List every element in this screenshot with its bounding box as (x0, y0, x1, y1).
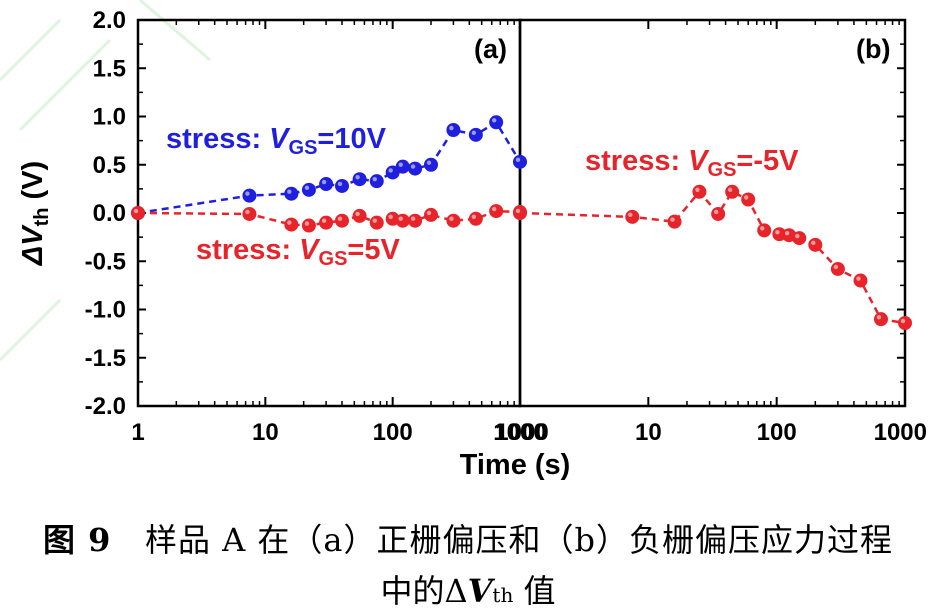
data-point (319, 215, 334, 230)
chart-figure: 2.0 1.5 1.0 0.5 0.0 -0.5 -1.0 -1.5 -2.01 10 100 100… (0, 0, 927, 481)
data-point (242, 188, 257, 203)
data-point (408, 161, 423, 176)
y-tick-label: -2.0 (85, 393, 126, 420)
data-point (131, 206, 145, 220)
data-point (352, 208, 367, 223)
y-tick-label: -1.0 (85, 297, 126, 324)
data-point (352, 172, 367, 187)
data-point (446, 213, 461, 228)
caption-vth-sub: th (492, 583, 514, 607)
data-point (301, 218, 316, 233)
series-label-vgs5: stress: VGS=5V (196, 234, 400, 270)
data-point (513, 154, 527, 169)
x-tick-label: 10 (635, 419, 662, 446)
x-tick-label: 1 (131, 419, 144, 446)
data-point (369, 174, 384, 189)
data-point (489, 204, 504, 219)
series-line (137, 120, 522, 215)
data-point (423, 157, 438, 172)
data-point (468, 127, 483, 142)
x-axis-title: Time (s) (460, 449, 571, 481)
series-line (519, 189, 906, 325)
caption-line2-prefix: 中的Δ (380, 572, 468, 610)
data-point (242, 206, 257, 221)
data-point (692, 184, 707, 199)
data-point (284, 217, 299, 232)
x-tick-label: 1000 (493, 419, 546, 446)
panel-a-frame (136, 18, 522, 408)
caption-text: 样品 A 在（a）正栅偏压和（b）负栅偏压应力过程 (144, 521, 893, 559)
data-point (808, 237, 823, 252)
panel-a-tag: (a) (474, 34, 507, 64)
data-point (446, 123, 461, 138)
data-point (319, 177, 334, 192)
data-point (395, 159, 410, 174)
data-point (898, 316, 912, 331)
data-point (711, 206, 726, 221)
y-tick-label: 0.0 (93, 200, 126, 227)
data-point (667, 214, 682, 229)
data-point (284, 186, 299, 201)
x-tick-label: 1000 (874, 419, 927, 446)
figure-caption-line1: 图 9 样品 A 在（a）正栅偏压和（b）负栅偏压应力过程 (0, 515, 936, 561)
data-point (468, 211, 483, 226)
y-tick-label: 1.5 (93, 55, 126, 82)
series-label-vgs10: stress: VGS=10V (166, 123, 387, 159)
data-point (334, 213, 349, 228)
data-point (334, 178, 349, 193)
data-point (792, 231, 807, 246)
data-point (757, 223, 772, 238)
caption-vth-symbol: V (467, 572, 493, 610)
data-point (625, 209, 640, 224)
x-tick-label: 1000 (495, 419, 548, 446)
data-point (408, 213, 423, 228)
caption-line2-suffix: 值 (513, 572, 556, 610)
watermark-pattern (0, 0, 211, 362)
x-tick-label: 100 (757, 419, 797, 446)
data-point (830, 261, 845, 276)
data-point (725, 184, 740, 199)
data-point (301, 182, 316, 197)
data-point (513, 206, 527, 220)
data-point (395, 213, 410, 228)
y-tick-label: 0.5 (93, 152, 126, 179)
data-point (489, 115, 504, 130)
y-tick-label: 1.0 (93, 104, 126, 131)
figure-caption-line2: 中的ΔVth 值 (0, 566, 936, 612)
data-point (873, 312, 888, 327)
y-tick-label: 2.0 (93, 7, 126, 34)
y-tick-label: -0.5 (85, 248, 126, 275)
y-tick-label: -1.5 (85, 345, 126, 372)
data-point (423, 207, 438, 222)
figure-number: 图 9 (43, 521, 112, 559)
y-axis-title: ΔVth (V) (17, 161, 53, 266)
panel-b-tag: (b) (856, 34, 890, 64)
x-tick-label: 10 (252, 419, 279, 446)
x-tick-label: 100 (373, 419, 413, 446)
data-point (853, 273, 868, 288)
series-label-vgs-neg5: stress: VGS=-5V (585, 145, 799, 181)
data-point (369, 215, 384, 230)
data-point (741, 192, 756, 207)
